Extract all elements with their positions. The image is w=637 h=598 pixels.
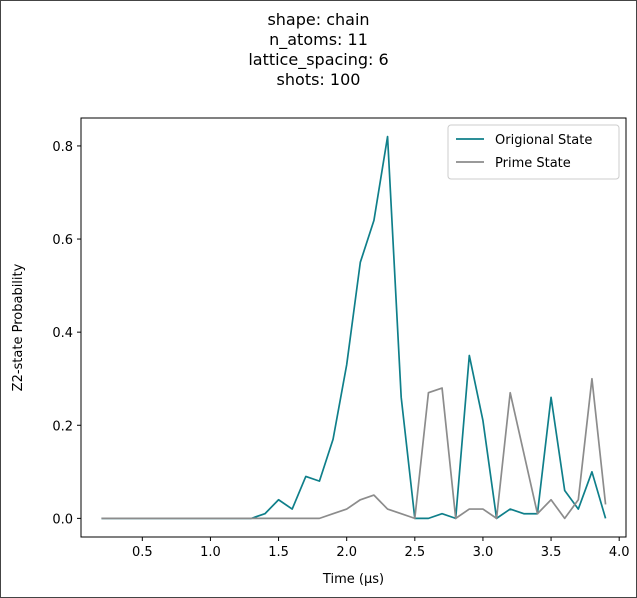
chart-title-line: shape: chain — [267, 10, 370, 29]
x-tick-label: 4.0 — [609, 545, 630, 560]
series-line-0 — [101, 135, 607, 520]
y-tick-label: 0.4 — [52, 326, 73, 341]
y-tick-label: 0.6 — [52, 233, 73, 248]
x-tick-label: 1.5 — [268, 545, 289, 560]
x-tick-label: 3.0 — [473, 545, 494, 560]
chart-title-line: shots: 100 — [276, 70, 361, 89]
legend-box — [447, 124, 620, 180]
legend-label-0: Origional State — [495, 133, 592, 148]
y-tick-label: 0.8 — [52, 140, 73, 155]
x-axis-label: Time (μs) — [322, 572, 384, 587]
y-axis: 0.0 0.2 0.4 0.6 0.8 — [52, 140, 81, 527]
chart-title-line: lattice_spacing: 6 — [248, 50, 389, 69]
x-tick-label: 2.0 — [336, 545, 357, 560]
y-tick-label: 0.0 — [52, 512, 73, 527]
x-tick-label: 3.5 — [541, 545, 562, 560]
x-tick-label: 2.5 — [404, 545, 425, 560]
axes-frame — [80, 117, 627, 538]
y-tick-label: 0.2 — [52, 419, 73, 434]
series-line-1 — [101, 377, 607, 520]
x-axis: 0.5 1.0 1.5 2.0 2.5 3.0 3.5 4.0 — [132, 537, 630, 560]
x-tick-label: 0.5 — [132, 545, 153, 560]
y-axis-label: Z2-state Probability — [11, 263, 26, 391]
x-tick-label: 1.0 — [200, 545, 221, 560]
chart-title: shape: chain n_atoms: 11 lattice_spacing… — [1, 10, 636, 90]
legend-label-1: Prime State — [495, 156, 571, 171]
plot-lines — [101, 135, 607, 520]
legend: Origional State Prime State — [447, 124, 620, 180]
chart-title-line: n_atoms: 11 — [269, 30, 368, 49]
